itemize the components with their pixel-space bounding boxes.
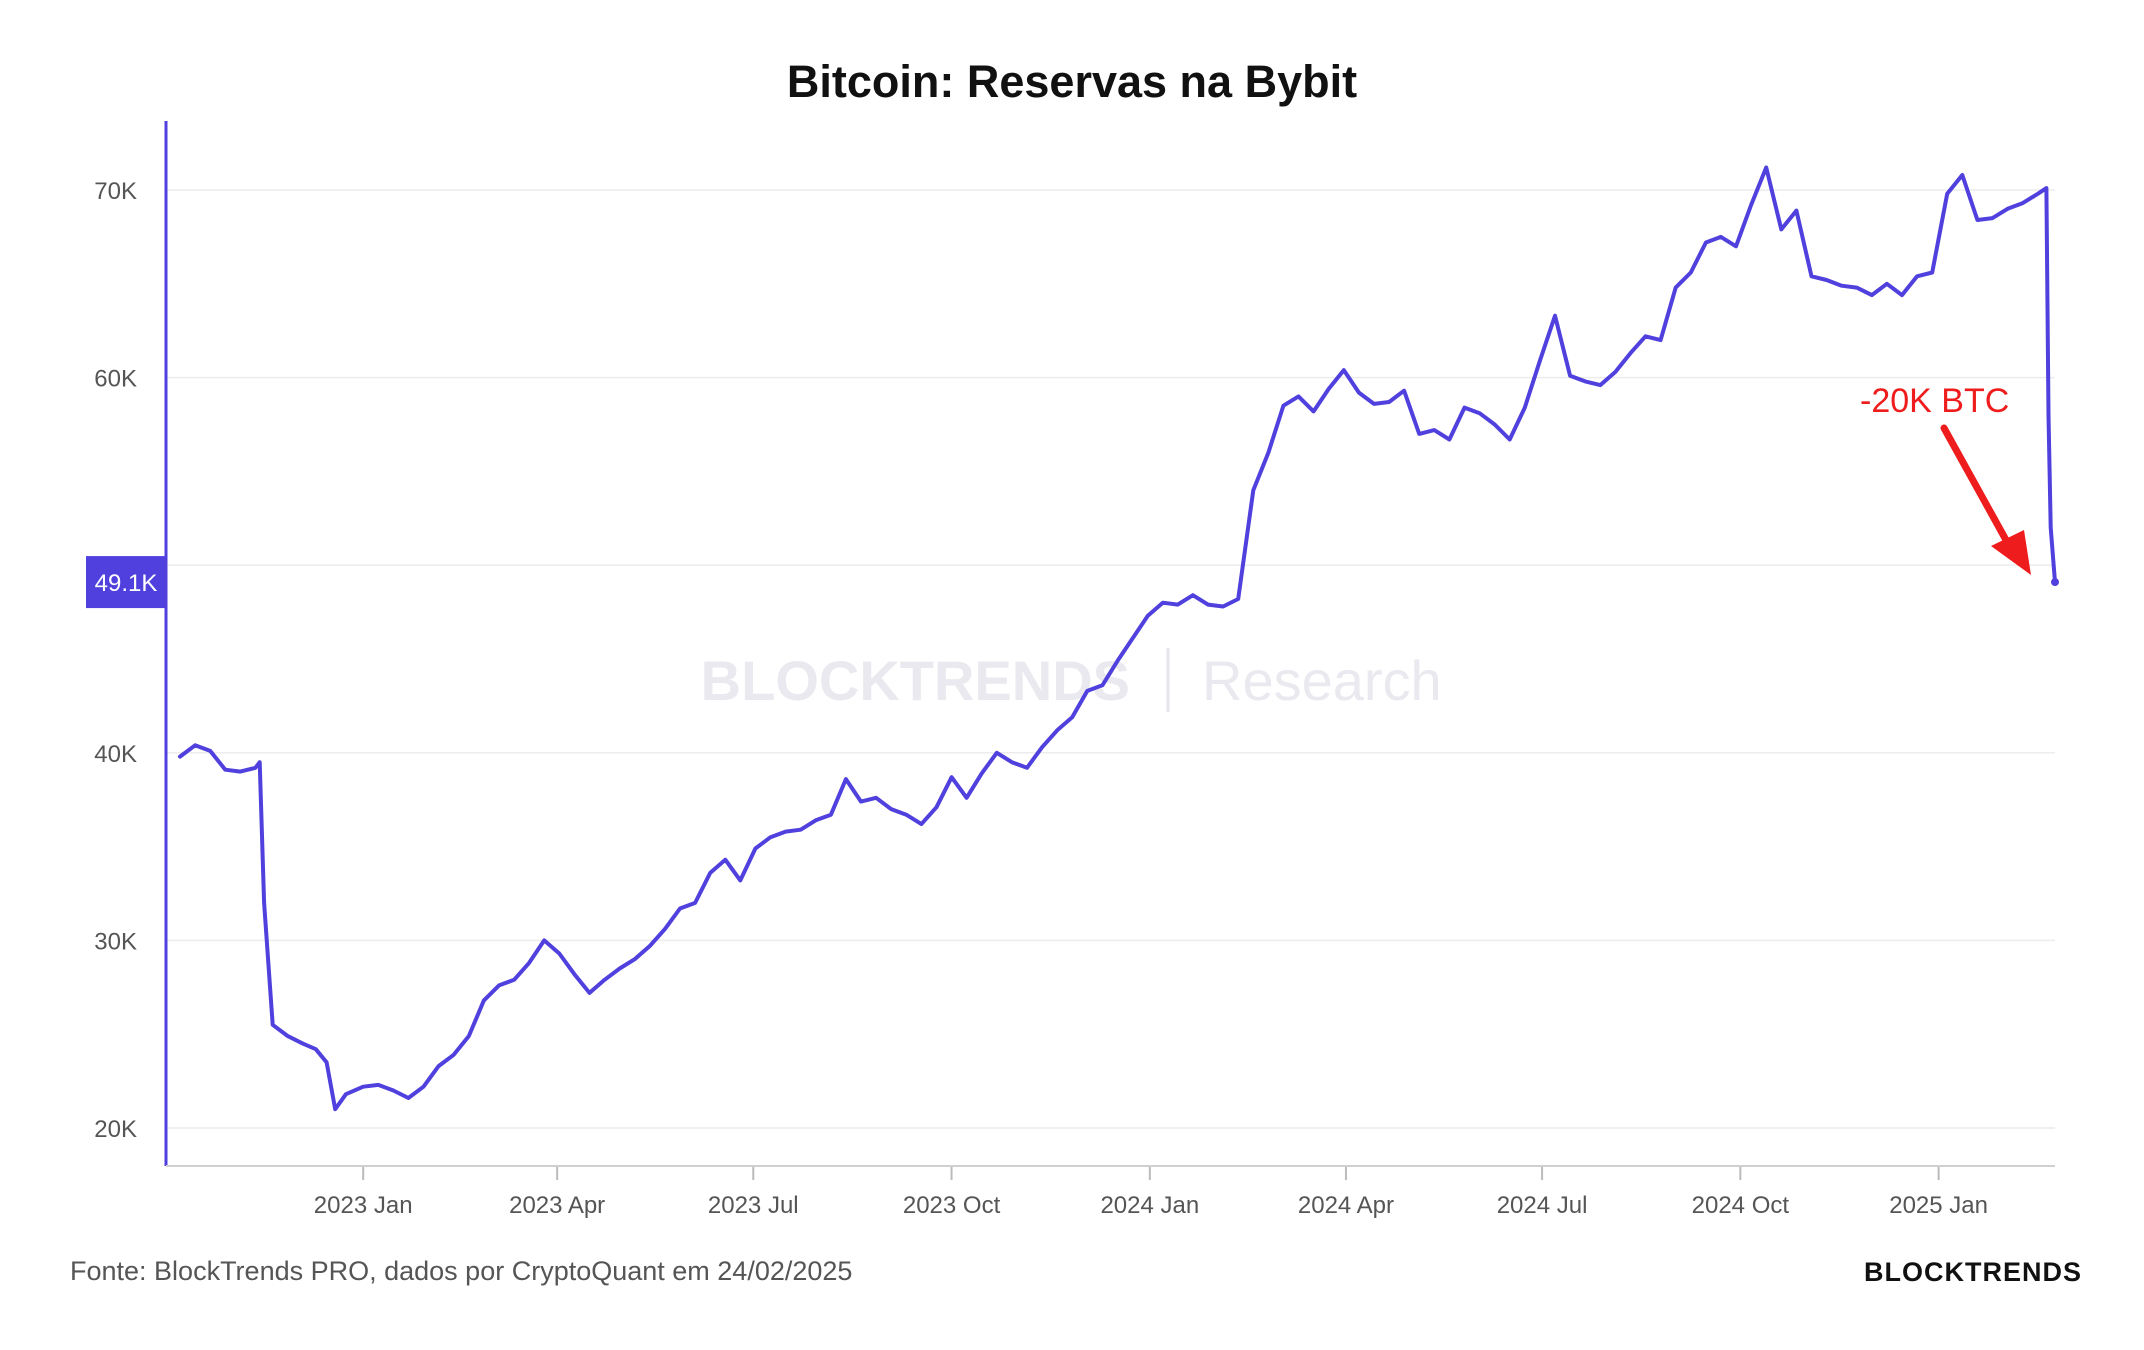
gridlines (166, 189, 2055, 1129)
x-tick-label: 2025 Jan (1889, 1192, 1988, 1219)
series-line-reservas (178, 165, 2057, 1112)
current-value-label: 49.1K (95, 570, 158, 597)
current-value-badge-bg (86, 556, 166, 609)
y-tick-label: 70K (94, 178, 137, 205)
x-tick-label: 2023 Jul (708, 1192, 799, 1219)
watermark-brand: BLOCKTRENDS (701, 649, 1130, 712)
x-tick-label: 2024 Apr (1298, 1192, 1394, 1219)
watermark: BLOCKTRENDS Research (701, 648, 1442, 712)
footer-source: Fonte: BlockTrends PRO, dados por Crypto… (70, 1256, 853, 1286)
annotation-label: -20K BTC (1860, 382, 2009, 420)
y-tick-label: 60K (94, 366, 137, 393)
annotation-arrow: -20K BTC (1860, 382, 2031, 575)
last-data-point (2051, 578, 2059, 587)
annotation-arrow-shaft (1940, 424, 2010, 544)
y-axis-ticks: 20K 30K 40K 60K 70K (94, 178, 137, 1143)
y-tick-label: 40K (94, 741, 137, 768)
current-value-badge: 49.1K (86, 556, 166, 609)
watermark-label: Research (1202, 649, 1442, 712)
annotation-arrow-head (1991, 530, 2031, 575)
x-tick-label: 2023 Apr (509, 1192, 605, 1219)
footer-brand-logo: BLOCKTRENDS (1864, 1257, 2082, 1287)
x-tick-label: 2024 Jul (1497, 1192, 1588, 1219)
x-axis-ticks: 2023 Jan 2023 Apr 2023 Jul 2023 Oct 2024 Jan… (314, 1166, 1988, 1219)
y-tick-label: 20K (94, 1116, 137, 1143)
x-tick-label: 2023 Jan (314, 1192, 413, 1219)
x-tick-label: 2024 Oct (1692, 1192, 1790, 1219)
chart-title: Bitcoin: Reservas na Bybit (786, 56, 1358, 107)
y-tick-label: 30K (94, 928, 137, 955)
x-tick-label: 2023 Oct (903, 1192, 1001, 1219)
x-tick-label: 2024 Jan (1100, 1192, 1199, 1219)
